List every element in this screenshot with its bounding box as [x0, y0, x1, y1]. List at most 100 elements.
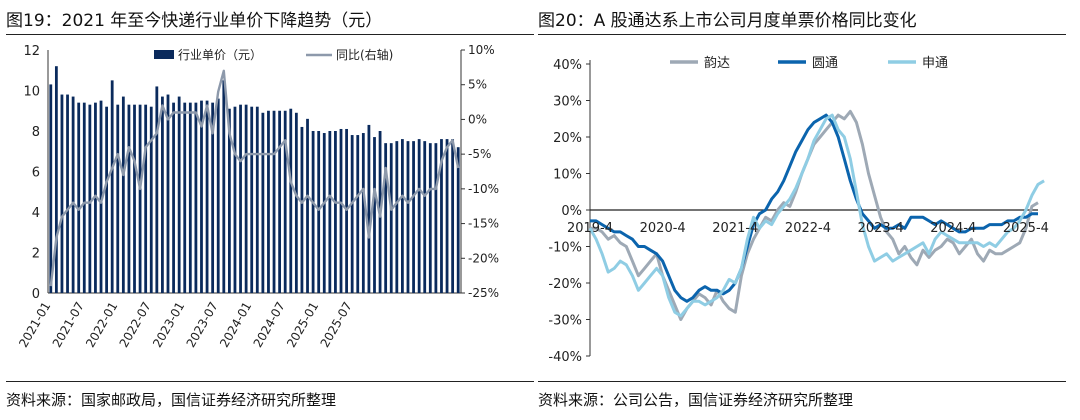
y-tick-label: -30%	[548, 314, 582, 329]
price-bar	[172, 102, 175, 294]
price-bar	[294, 112, 298, 294]
price-bar	[88, 104, 92, 293]
price-bar	[272, 110, 276, 293]
y-tick-label: 10%	[553, 168, 582, 183]
price-bar	[278, 110, 282, 293]
price-bar	[54, 66, 58, 293]
price-bar	[133, 104, 136, 293]
legend-bar-swatch	[154, 50, 174, 59]
y-left-tick-label: 10	[23, 85, 40, 100]
y-right-tick-label: 5%	[468, 78, 487, 92]
left-title-rule	[6, 34, 534, 35]
y-tick-label: -40%	[548, 350, 582, 365]
price-bar	[71, 96, 75, 293]
price-bar	[283, 110, 287, 293]
y-right-tick-label: -10%	[468, 182, 499, 196]
right-figure-title: 图20：A 股通达系上市公司月度单票价格同比变化	[538, 11, 917, 31]
legend-label-2: 圆通	[812, 56, 838, 71]
price-bar	[350, 135, 354, 293]
price-bar	[250, 106, 254, 293]
series-line-3	[588, 113, 1045, 318]
y-left-tick-label: 4	[32, 206, 40, 221]
yoy-line	[49, 69, 460, 287]
x-tick-label: 2022-07	[117, 300, 154, 350]
price-bar	[94, 102, 97, 294]
price-bar	[339, 128, 343, 293]
price-bar	[105, 106, 108, 293]
price-bar	[222, 80, 226, 293]
price-bar	[161, 96, 164, 293]
left-chart: 0 2 4 6 8 10 12 -25% -20% -15% -10% -5% 0% 5% 10% 2021-…	[16, 43, 499, 350]
price-bar	[144, 104, 148, 293]
right-source-note: 资料来源：公司公告，国信证券经济研究所整理	[538, 391, 854, 409]
x-tick-label: 2021-07	[50, 300, 87, 350]
price-bar	[127, 104, 131, 293]
legend-label-1: 韵达	[704, 56, 730, 71]
x-tick-label: 2019-4	[567, 221, 613, 236]
right-figure: 图20：A 股通达系上市公司月度单票价格同比变化 -40% -30% -20% -10…	[538, 0, 1066, 420]
price-bar	[401, 139, 404, 293]
right-chart: -40% -30% -20% -10% 0% 10% 20% 30% 40% 2019-4 2020…	[548, 56, 1049, 365]
price-bar	[445, 139, 449, 293]
left-source-rule	[6, 381, 534, 382]
y-left-tick-label: 6	[32, 166, 40, 181]
price-bar	[66, 94, 69, 293]
x-tick-label: 2025-4	[1003, 221, 1049, 236]
price-bar	[428, 143, 432, 293]
x-tick-label: 2024-4	[930, 221, 976, 236]
price-bar	[255, 106, 259, 293]
right-source-rule	[538, 381, 1066, 382]
price-bar	[345, 128, 348, 293]
price-bar	[373, 137, 376, 293]
x-tick-label: 2023-07	[184, 300, 221, 350]
series-line-2	[590, 113, 1038, 303]
price-bar	[389, 143, 393, 293]
y-right-tick-label: -5%	[468, 147, 491, 161]
price-bar	[356, 135, 360, 293]
y-left-tick-label: 0	[32, 287, 40, 302]
price-bar	[300, 126, 304, 293]
price-bar	[417, 139, 421, 293]
price-bar	[306, 118, 309, 293]
x-tick-label: 2022-01	[83, 300, 120, 350]
price-bar	[227, 108, 231, 293]
price-bar	[194, 102, 198, 294]
price-bar	[205, 100, 209, 293]
price-bar	[188, 102, 192, 294]
price-bar	[384, 143, 388, 293]
price-bar	[49, 84, 53, 293]
x-tick-label: 2023-01	[150, 300, 187, 350]
price-bar	[406, 141, 410, 293]
y-right-tick-label: 0%	[468, 112, 487, 126]
legend-bar-label: 行业单价（元）	[178, 48, 262, 62]
x-tick-label: 2022-4	[785, 221, 831, 236]
price-bar	[200, 100, 203, 293]
price-bar	[334, 131, 337, 293]
x-tick-label: 2024-07	[251, 300, 288, 350]
price-bar	[177, 96, 181, 293]
x-tick-label: 2024-01	[217, 300, 254, 350]
price-bar	[149, 106, 153, 293]
y-left-tick-label: 2	[32, 247, 40, 262]
y-tick-label: 20%	[553, 131, 582, 146]
right-title-rule	[538, 34, 1066, 35]
y-tick-label: -20%	[548, 277, 582, 292]
price-bar	[216, 98, 220, 293]
price-bar	[110, 80, 114, 293]
price-bar	[244, 104, 248, 293]
y-right-tick-label: 10%	[468, 43, 495, 57]
x-tick-label: 2023-4	[858, 221, 904, 236]
price-bar	[361, 133, 365, 293]
left-source-note: 资料来源：国家邮政局，国信证券经济研究所整理	[6, 391, 337, 409]
x-tick-label: 2025-07	[318, 300, 355, 350]
y-tick-label: 30%	[553, 95, 582, 110]
price-bar	[412, 141, 415, 293]
price-bar	[121, 96, 125, 293]
price-bar	[322, 133, 326, 293]
price-bar	[395, 141, 399, 293]
price-bar	[423, 141, 427, 293]
price-bar	[317, 131, 321, 293]
x-tick-label: 2025-01	[284, 300, 321, 350]
price-bar	[261, 112, 265, 294]
legend-label-3: 申通	[922, 56, 948, 71]
